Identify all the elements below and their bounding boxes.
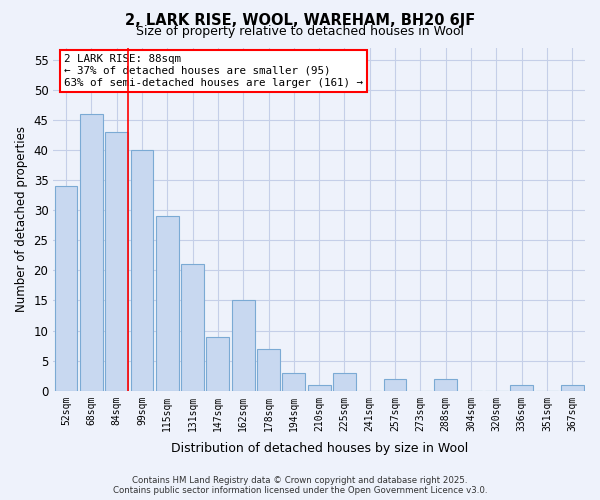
Bar: [257, 348, 280, 391]
Bar: [308, 385, 331, 391]
X-axis label: Distribution of detached houses by size in Wool: Distribution of detached houses by size …: [170, 442, 468, 455]
Text: 2, LARK RISE, WOOL, WAREHAM, BH20 6JF: 2, LARK RISE, WOOL, WAREHAM, BH20 6JF: [125, 12, 475, 28]
Text: Contains HM Land Registry data © Crown copyright and database right 2025.
Contai: Contains HM Land Registry data © Crown c…: [113, 476, 487, 495]
Bar: [333, 372, 356, 391]
Bar: [55, 186, 77, 391]
Bar: [206, 336, 229, 391]
Bar: [131, 150, 154, 391]
Bar: [80, 114, 103, 391]
Bar: [511, 385, 533, 391]
Bar: [105, 132, 128, 391]
Bar: [232, 300, 254, 391]
Bar: [384, 378, 406, 391]
Bar: [561, 385, 584, 391]
Bar: [434, 378, 457, 391]
Y-axis label: Number of detached properties: Number of detached properties: [15, 126, 28, 312]
Bar: [156, 216, 179, 391]
Text: 2 LARK RISE: 88sqm
← 37% of detached houses are smaller (95)
63% of semi-detache: 2 LARK RISE: 88sqm ← 37% of detached hou…: [64, 54, 363, 88]
Bar: [283, 372, 305, 391]
Text: Size of property relative to detached houses in Wool: Size of property relative to detached ho…: [136, 25, 464, 38]
Bar: [181, 264, 204, 391]
